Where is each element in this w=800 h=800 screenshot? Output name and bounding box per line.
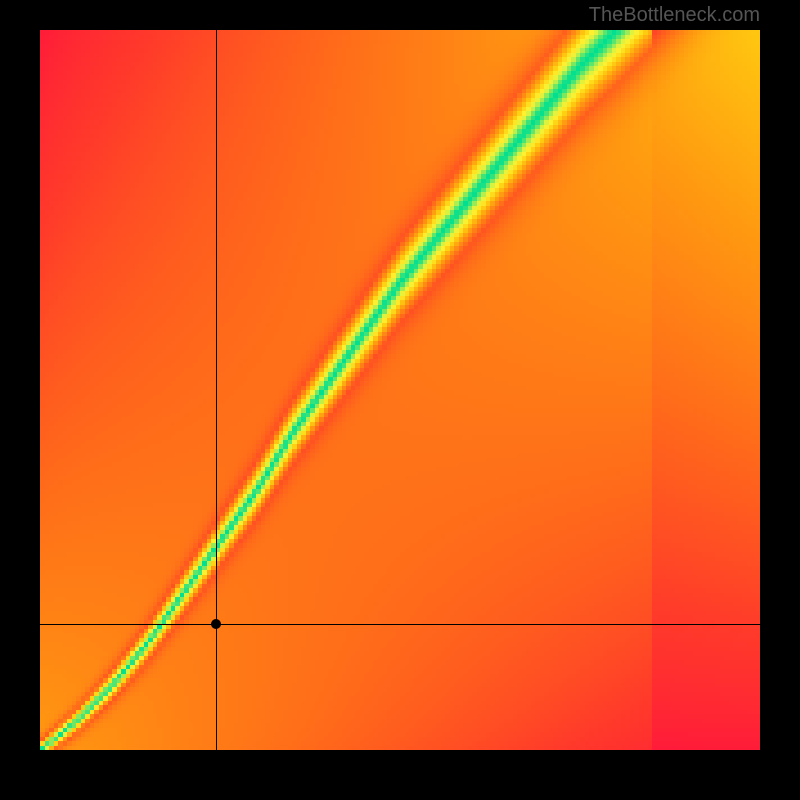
crosshair-vertical <box>216 30 217 750</box>
crosshair-marker <box>211 619 221 629</box>
watermark-text: TheBottleneck.com <box>589 4 760 27</box>
crosshair-horizontal <box>40 624 760 625</box>
heatmap-canvas <box>40 30 760 750</box>
heatmap-plot <box>40 30 760 750</box>
